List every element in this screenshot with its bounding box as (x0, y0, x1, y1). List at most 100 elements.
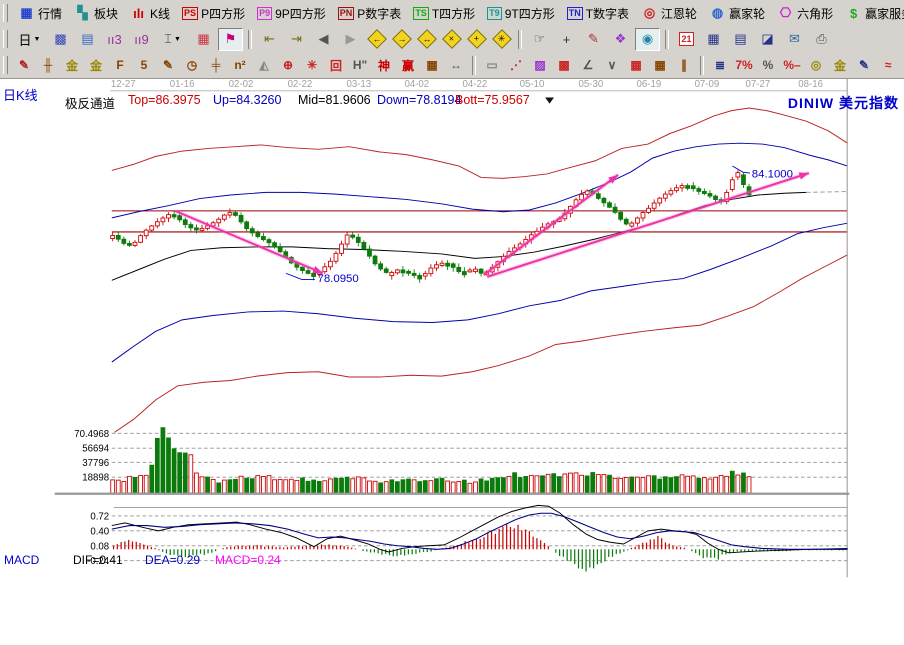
fence2-tool[interactable]: ╪ (204, 54, 228, 77)
zigzag-tool[interactable]: ∨ (600, 54, 624, 77)
pattern-grid-icon[interactable]: ▦ (191, 28, 216, 51)
price-scale-tool[interactable]: ≣ (708, 54, 732, 77)
erase-pen-button[interactable]: ✎ (581, 28, 606, 51)
menu-p-square[interactable]: PS P四方形 (177, 2, 250, 25)
pen-measure-tool[interactable]: ✎ (852, 54, 876, 77)
ying-tool[interactable]: 赢 (396, 54, 420, 77)
notes-button[interactable]: ▤ (728, 28, 753, 51)
star-target-tool[interactable]: ✳ (300, 54, 324, 77)
box-select-tool[interactable]: ▭ (480, 54, 504, 77)
minor-cycle-3-icon[interactable]: ıı3 (102, 28, 127, 51)
calculator-button[interactable]: ▦ (701, 28, 726, 51)
f-fence-tool[interactable]: F (108, 54, 132, 77)
last-bar-button[interactable]: ⇥ (284, 28, 309, 51)
magic-tool-button[interactable]: ❖ (608, 28, 633, 51)
menu-kline[interactable]: ılı K线 (125, 2, 175, 25)
hspan-arrows-tool[interactable]: ↔ (444, 54, 468, 77)
gold-line-tool[interactable]: 金 (828, 54, 852, 77)
menu-p-table-label: P数字表 (357, 6, 402, 21)
square-target-tool[interactable]: 回 (324, 54, 348, 77)
percent-tool-icon: % (762, 58, 774, 72)
menu-t-table-label: T数字表 (585, 6, 630, 21)
menu-winner-service[interactable]: $ 赢家服务 (840, 2, 904, 25)
price-annotation-label: 84.1000 (752, 168, 793, 180)
down-trend-arrow[interactable] (174, 208, 324, 276)
s-fence-tool[interactable]: 5 (132, 54, 156, 77)
gann-star-button[interactable]: ✳ (491, 29, 512, 50)
channel-line-top (111, 107, 848, 179)
percent7-tool[interactable]: 7% (732, 54, 756, 77)
angle-mirror-tool[interactable]: ◭ (252, 54, 276, 77)
gold-fence-tool-2[interactable]: 金 (84, 54, 108, 77)
menu-hexagon[interactable]: ⎔ 六角形 (772, 2, 838, 25)
parallel-lines-tool[interactable]: ∥ (672, 54, 696, 77)
menu-9p-square[interactable]: P9 9P四方形 (252, 2, 331, 25)
knife-tool[interactable]: ✎ (12, 54, 36, 77)
h-quote-tool[interactable]: Η" (348, 54, 372, 77)
gann-cross-button[interactable]: × (441, 29, 462, 50)
fence-tool[interactable]: ╫ (36, 54, 60, 77)
calendar-button[interactable]: 21 (674, 28, 699, 51)
candle-style-selector[interactable]: ⌶ ▼ (156, 28, 189, 51)
gann-grid-tool[interactable]: ▩ (552, 54, 576, 77)
x-axis-date: 08-16 (798, 79, 823, 90)
first-bar-button[interactable]: ⇤ (257, 28, 282, 51)
fence-tool-icon: ╫ (43, 58, 53, 72)
pan-hand-button[interactable]: ☞ (527, 28, 552, 51)
menu-winner-wheel[interactable]: ◍ 赢家轮 (704, 2, 770, 25)
date-marker-triangle[interactable] (545, 97, 554, 104)
ruler-123-tool[interactable]: ▦ (420, 54, 444, 77)
percent-line-tool[interactable]: %– (780, 54, 804, 77)
up-trend-arrow-long[interactable] (486, 170, 810, 279)
menu-gann-wheel[interactable]: ◎ 江恩轮 (636, 2, 702, 25)
prev-bar-button[interactable]: ◀ (311, 28, 336, 51)
crosshair-circle-tool[interactable]: ⊕ (276, 54, 300, 77)
ai-brain-button[interactable]: ◉ (635, 27, 660, 51)
grid-anchor-tool[interactable]: ▦ (648, 54, 672, 77)
menu-t-square[interactable]: TS T四方形 (408, 2, 480, 25)
circle3-tool[interactable]: ◷ (180, 54, 204, 77)
export-mail-button[interactable]: ✉ (782, 28, 807, 51)
info-doc-icon[interactable]: ▤ (75, 28, 100, 51)
gann-left-button[interactable]: ← (366, 29, 387, 50)
trend-line-tool[interactable]: ∠ (576, 54, 600, 77)
wave-tool[interactable]: ≈ (876, 54, 900, 77)
fan-lines-tool[interactable]: ⋰ (504, 54, 528, 77)
menu-t-table[interactable]: TN T数字表 (562, 2, 634, 25)
n2-tool[interactable]: n² (228, 54, 252, 77)
menu-sectors[interactable]: ▚ 板块 (69, 2, 123, 25)
scale-label: 56694 (82, 444, 109, 455)
print-button[interactable]: ⎙ (809, 28, 834, 51)
info-doc-icon-icon: ▤ (81, 31, 94, 46)
up-trend-arrow-steep[interactable] (482, 173, 620, 277)
x-axis-date: 07-27 (746, 79, 771, 90)
menu-p-table[interactable]: PN P数字表 (333, 2, 407, 25)
signal-flag-icon[interactable]: ⚑ (218, 27, 243, 51)
gold-circle-tool[interactable]: ◎ (804, 54, 828, 77)
gold-line2-tool[interactable]: 金 (900, 54, 904, 77)
menu-quotes[interactable]: ▦ 行情 (13, 2, 67, 25)
menu-t-table-icon: TN (566, 6, 583, 20)
gann-plus-button[interactable]: + (466, 29, 487, 50)
gann-right-button[interactable]: → (391, 29, 412, 50)
percent-tool[interactable]: % (756, 54, 780, 77)
gold-fence-tool-1[interactable]: 金 (60, 54, 84, 77)
menu-9t-square[interactable]: T9 9T四方形 (482, 2, 560, 25)
crosshair-button[interactable]: + (554, 28, 579, 51)
zoom-window-icon[interactable]: ▩ (48, 28, 73, 51)
last-bar-button-icon: ⇥ (291, 31, 302, 46)
menu-winner-wheel-icon: ◍ (711, 5, 724, 20)
save-button[interactable]: ◪ (755, 28, 780, 51)
price-annotation[interactable]: 84.1000 (732, 165, 793, 180)
toolbar-separator (248, 29, 252, 49)
pen-fence-tool[interactable]: ✎ (156, 54, 180, 77)
chart-canvas[interactable]: 78.0950 84.1000 12-27 01-16 02-02 02-22 03-13 0… (0, 79, 904, 645)
period-day-selector[interactable]: 日 ▼ (13, 28, 46, 51)
grid-square-tool[interactable]: ▦ (624, 54, 648, 77)
gann-box-tool[interactable]: ▨ (528, 54, 552, 77)
next-bar-button[interactable]: ▶ (338, 28, 363, 51)
shen-tool[interactable]: 神 (372, 54, 396, 77)
gann-lr-button[interactable]: ↔ (416, 29, 437, 50)
price-annotation[interactable]: 78.0950 (285, 272, 359, 285)
minor-cycle-9-icon[interactable]: ıı9 (129, 28, 154, 51)
